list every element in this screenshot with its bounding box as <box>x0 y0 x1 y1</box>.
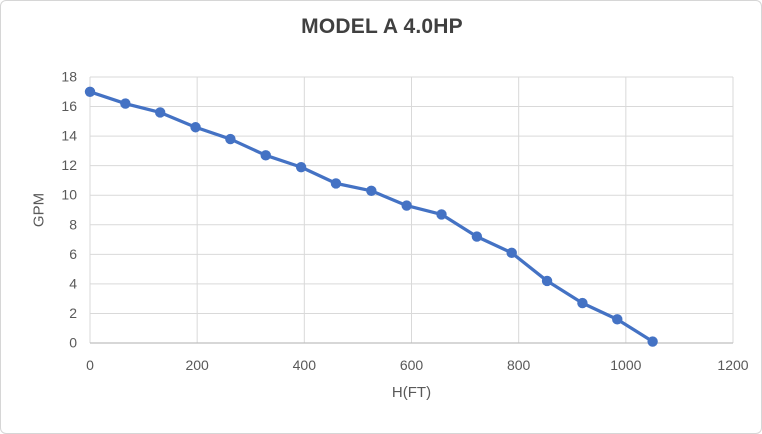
data-point-marker <box>260 150 271 161</box>
data-point-marker <box>84 86 96 97</box>
data-point-marker <box>366 185 377 196</box>
data-point-marker <box>401 200 412 211</box>
chart-title: MODEL A 4.0HP <box>301 15 463 38</box>
data-point-marker <box>541 275 553 287</box>
y-tick-label: 10 <box>61 187 77 203</box>
y-tick-label: 8 <box>69 216 77 232</box>
data-point-marker <box>120 98 131 109</box>
y-tick-label: 4 <box>69 275 77 291</box>
x-tick-label: 1000 <box>610 357 641 373</box>
x-axis-title: H(FT) <box>391 384 432 401</box>
x-tick-label: 1200 <box>717 357 748 373</box>
x-tick-label: 600 <box>400 357 424 373</box>
data-point-marker <box>190 122 201 133</box>
data-point-marker <box>471 231 483 242</box>
data-point-marker <box>612 314 623 325</box>
data-point-marker <box>436 209 447 220</box>
data-point-marker <box>295 161 307 173</box>
y-tick-label: 12 <box>61 157 77 173</box>
y-tick-label: 2 <box>69 305 77 321</box>
y-tick-label: 16 <box>61 98 77 114</box>
y-tick-label: 0 <box>69 335 77 351</box>
y-tick-label: 6 <box>69 246 77 262</box>
data-point-marker <box>577 297 588 309</box>
x-tick-label: 400 <box>293 357 317 373</box>
y-tick-label: 14 <box>61 128 77 144</box>
x-tick-label: 0 <box>86 357 94 373</box>
y-tick-label: 18 <box>61 69 77 85</box>
data-point-marker <box>506 247 517 259</box>
data-point-marker <box>647 336 658 347</box>
x-tick-label: 200 <box>185 357 209 373</box>
data-point-marker <box>225 133 236 145</box>
series-line <box>88 90 655 344</box>
data-point-marker <box>330 178 342 189</box>
data-point-marker <box>154 107 166 118</box>
x-tick-label: 800 <box>507 357 531 373</box>
